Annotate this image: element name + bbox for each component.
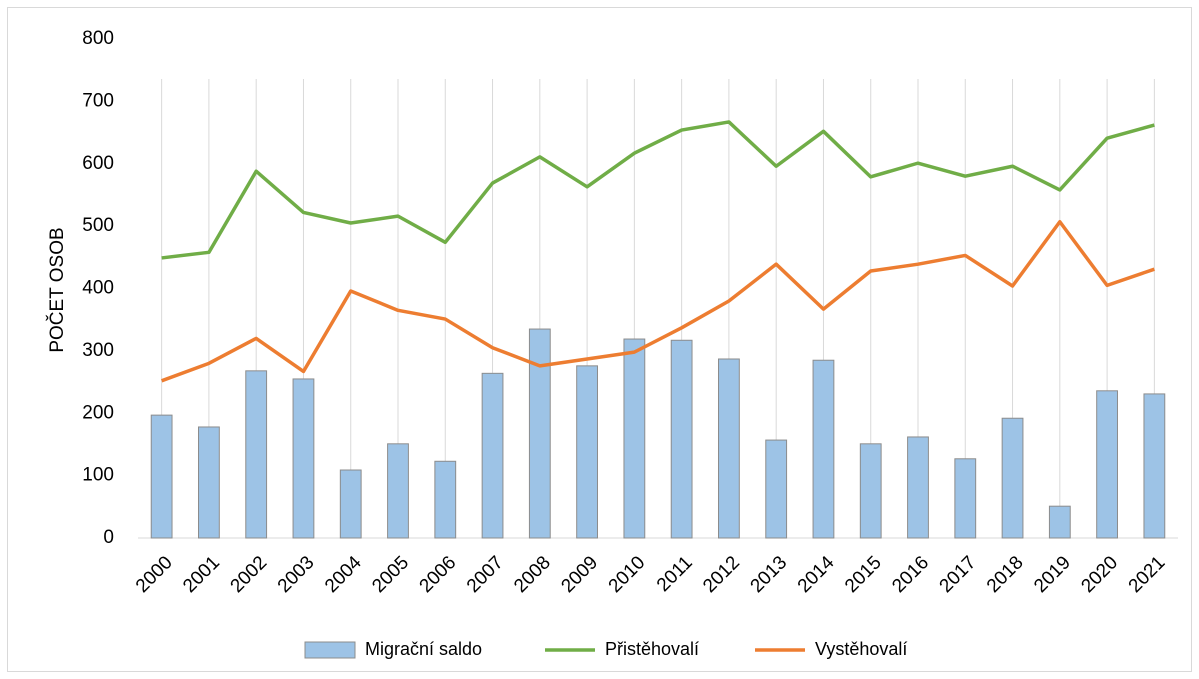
bar: [292, 378, 315, 539]
chart-frame: [7, 7, 1192, 672]
bar: [150, 414, 173, 539]
bar: [528, 328, 551, 539]
bar: [954, 458, 977, 539]
legend-label: Migrační saldo: [365, 639, 482, 659]
line: [161, 220, 1155, 383]
bar: [1048, 505, 1071, 539]
y-tick-label: 500: [82, 215, 114, 236]
bar: [245, 370, 268, 539]
bar: [1143, 393, 1166, 539]
y-tick-label: 600: [82, 153, 114, 174]
bar: [907, 436, 929, 539]
bar: [434, 460, 457, 539]
y-tick-label: 700: [82, 90, 114, 111]
bar: [718, 358, 740, 539]
y-tick-label: 800: [82, 28, 114, 49]
bar: [387, 443, 409, 539]
y-tick-label: 400: [82, 278, 114, 299]
y-axis-label: POČET OSOB: [46, 227, 68, 352]
bar: [481, 372, 504, 539]
bar: [812, 359, 835, 539]
bar: [1096, 390, 1118, 539]
bar: [1001, 417, 1024, 539]
line: [161, 120, 1155, 260]
bar: [339, 469, 362, 539]
legend-label: Vystěhovalí: [815, 639, 907, 659]
bar: [670, 339, 693, 539]
y-tick-label: 300: [82, 340, 114, 361]
bar: [198, 426, 220, 539]
legend-label: Přistěhovalí: [605, 639, 699, 659]
legend-swatch: [304, 641, 356, 659]
y-tick-label: 0: [103, 527, 114, 548]
y-tick-label: 100: [82, 465, 114, 486]
bar: [576, 365, 598, 539]
y-tick-label: 200: [82, 402, 114, 423]
bar: [765, 439, 788, 539]
bar: [623, 338, 646, 539]
bar: [859, 443, 882, 539]
